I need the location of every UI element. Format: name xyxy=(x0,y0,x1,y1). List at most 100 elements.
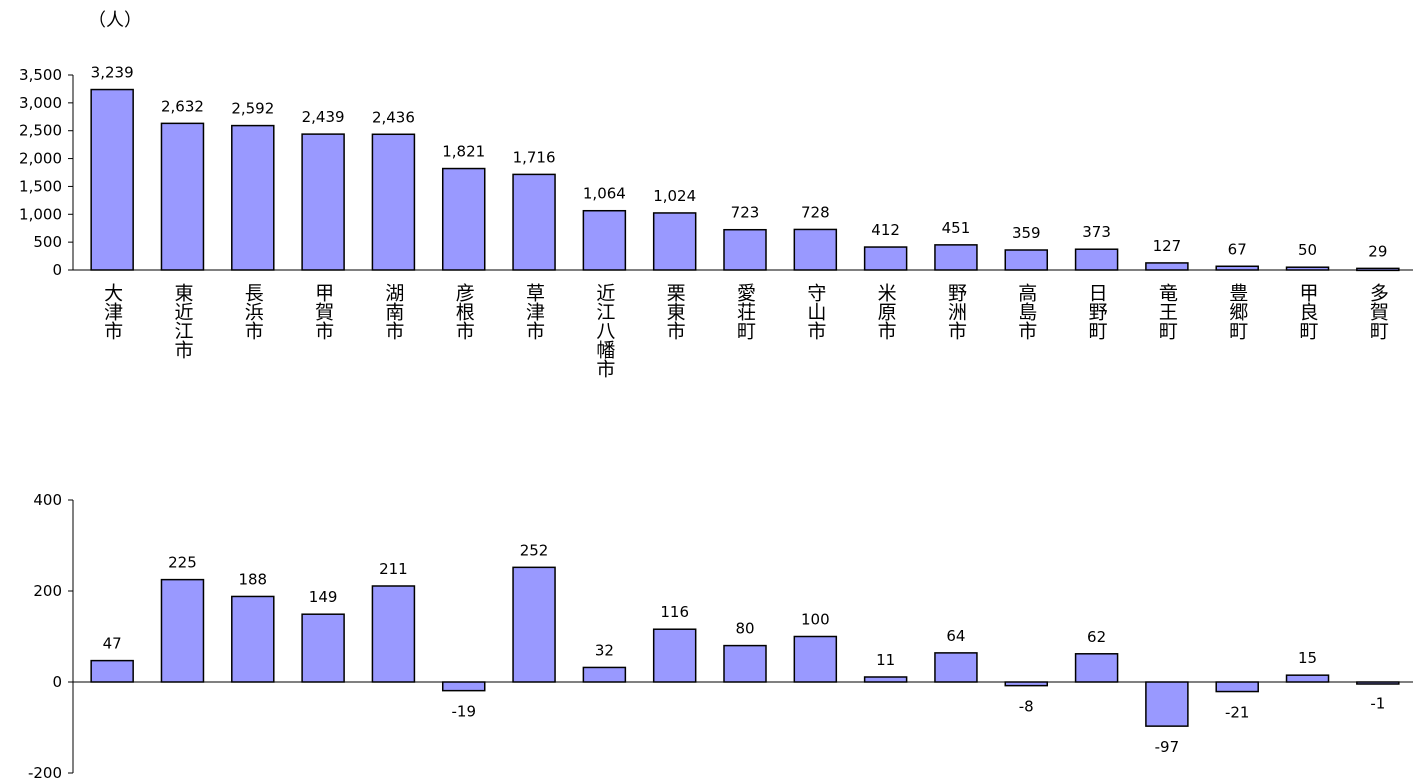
bar xyxy=(1074,248,1119,271)
x-tick-label: 守山市 xyxy=(804,283,826,340)
bar xyxy=(582,209,627,271)
data-label: 80 xyxy=(735,620,754,638)
data-label: 127 xyxy=(1153,237,1182,255)
bar xyxy=(160,122,205,271)
x-tick-label: 竜王町 xyxy=(1156,283,1178,340)
x-tick-label: 大津市 xyxy=(101,283,123,340)
x-tick-label: 甲賀市 xyxy=(312,283,334,340)
data-label: 50 xyxy=(1298,241,1317,259)
data-label: 2,632 xyxy=(161,97,204,115)
bar xyxy=(934,244,978,271)
data-label: -8 xyxy=(1019,698,1034,716)
bar xyxy=(371,585,416,683)
data-label: 2,436 xyxy=(372,108,415,126)
data-label: 252 xyxy=(520,541,549,559)
bar xyxy=(441,167,486,271)
bar xyxy=(652,212,697,271)
bar xyxy=(231,124,275,271)
x-tick-label: 栗東市 xyxy=(664,283,686,340)
data-label: 32 xyxy=(595,641,614,659)
bar xyxy=(793,228,838,271)
bar xyxy=(863,246,908,271)
data-label: 1,821 xyxy=(442,143,485,161)
y-tick-label: 1,500 xyxy=(19,177,62,195)
data-label: 62 xyxy=(1087,628,1106,646)
data-label: -19 xyxy=(451,703,476,721)
y-tick-label: 2,000 xyxy=(19,150,62,168)
data-label: 116 xyxy=(660,603,689,621)
x-tick-label: 高島市 xyxy=(1015,283,1037,340)
bar xyxy=(934,652,978,683)
data-label: 1,716 xyxy=(513,148,556,166)
x-tick-label: 長浜市 xyxy=(242,283,264,340)
bar xyxy=(1356,681,1400,685)
y-tick-label: 0 xyxy=(52,673,62,691)
data-label: 11 xyxy=(876,651,895,669)
data-label: 64 xyxy=(946,627,965,645)
data-label: -97 xyxy=(1155,738,1180,756)
x-tick-label: 日野町 xyxy=(1086,283,1108,340)
data-label: 149 xyxy=(309,588,338,606)
data-label: 15 xyxy=(1298,649,1317,667)
bar xyxy=(723,644,767,683)
data-label: 225 xyxy=(168,554,197,572)
data-label: 3,239 xyxy=(91,64,134,82)
data-label: 412 xyxy=(871,221,900,239)
bar xyxy=(441,681,486,692)
data-label: 451 xyxy=(942,219,971,237)
data-label: -21 xyxy=(1225,704,1250,722)
x-tick-label: 近江八幡市 xyxy=(593,283,615,378)
bar xyxy=(1285,674,1330,683)
y-tick-label: -200 xyxy=(28,764,62,782)
y-tick-label: 400 xyxy=(33,491,62,509)
x-tick-label: 豊郷町 xyxy=(1226,283,1248,340)
bar xyxy=(90,659,134,683)
bar xyxy=(160,578,205,683)
x-tick-label: 草津市 xyxy=(523,283,545,340)
bar xyxy=(863,676,908,683)
bar xyxy=(723,228,767,271)
bar xyxy=(1145,681,1189,727)
data-label: 188 xyxy=(238,570,267,588)
data-label: -1 xyxy=(1370,694,1385,712)
bar xyxy=(1215,681,1259,693)
data-label: 728 xyxy=(801,203,830,221)
x-tick-label: 米原市 xyxy=(875,283,897,340)
data-label: 100 xyxy=(801,611,830,629)
data-label: 1,024 xyxy=(653,187,696,205)
bar xyxy=(231,595,275,683)
data-label: 47 xyxy=(103,635,122,653)
x-tick-label: 愛荘町 xyxy=(734,283,756,340)
x-tick-label: 野洲市 xyxy=(945,283,967,340)
bar xyxy=(1074,653,1119,683)
bar xyxy=(1285,266,1330,271)
y-tick-label: 200 xyxy=(33,582,62,600)
x-tick-label: 甲良町 xyxy=(1297,283,1319,340)
y-tick-label: 2,500 xyxy=(19,122,62,140)
y-tick-label: 3,500 xyxy=(19,66,62,84)
bar xyxy=(90,88,134,271)
bar xyxy=(512,173,556,271)
bar xyxy=(371,133,416,271)
bar xyxy=(1004,681,1049,687)
y-tick-label: 0 xyxy=(52,261,62,279)
data-label: 359 xyxy=(1012,224,1041,242)
bar xyxy=(1356,267,1400,272)
bar xyxy=(793,635,838,683)
bar xyxy=(1145,262,1189,271)
bar xyxy=(301,133,345,271)
y-tick-label: 3,000 xyxy=(19,94,62,112)
x-tick-label: 東近江市 xyxy=(171,283,193,359)
y-tick-label: 500 xyxy=(33,233,62,251)
bar xyxy=(652,628,697,683)
data-label: 373 xyxy=(1082,223,1111,241)
data-label: 2,592 xyxy=(231,100,274,118)
bar xyxy=(512,566,556,683)
data-label: 723 xyxy=(731,204,760,222)
x-tick-label: 多賀町 xyxy=(1367,283,1389,340)
data-label: 2,439 xyxy=(302,108,345,126)
x-tick-label: 湖南市 xyxy=(382,283,404,340)
data-label: 211 xyxy=(379,560,408,578)
data-label: 1,064 xyxy=(583,185,626,203)
